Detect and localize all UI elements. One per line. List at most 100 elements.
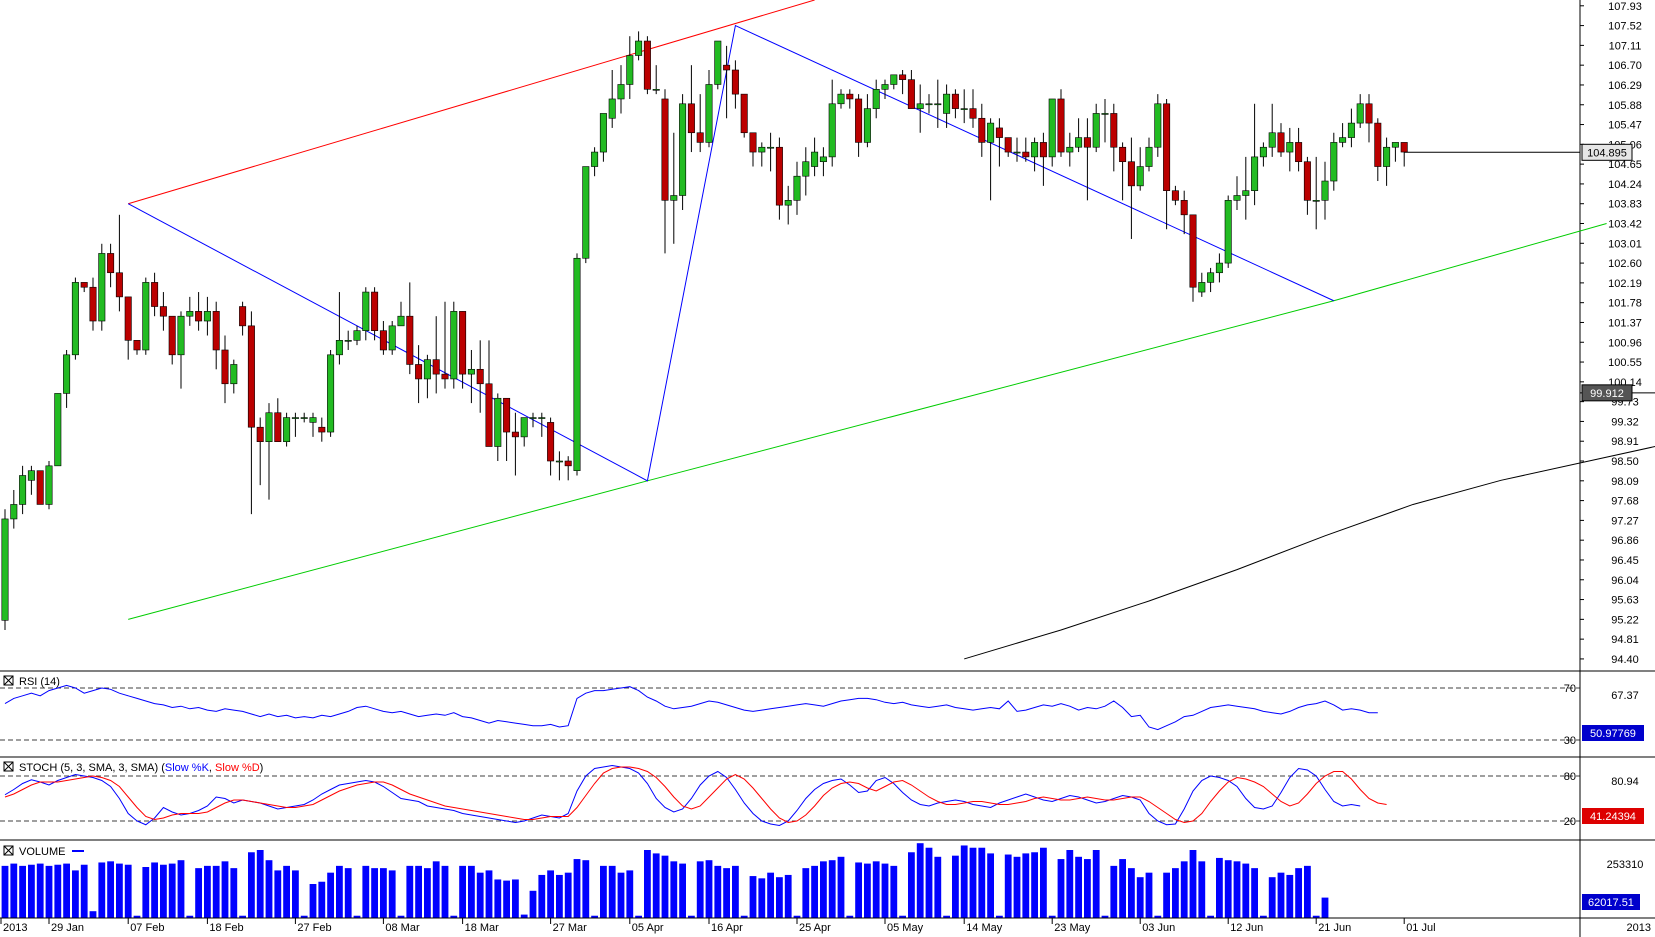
volume-bar [45, 865, 53, 918]
candle-body [459, 311, 467, 375]
volume-bar [1022, 853, 1030, 918]
x-tick-label: 27 Feb [297, 922, 331, 934]
candle-body [749, 132, 757, 153]
candle-body [1224, 200, 1232, 264]
volume-bar [767, 872, 774, 918]
trendline [128, 223, 1607, 620]
volume-bar [776, 877, 783, 918]
candle-body [450, 311, 458, 380]
volume-bar [274, 870, 282, 918]
volume-bar [230, 868, 238, 918]
candle-body [432, 359, 440, 375]
candle-body [10, 504, 18, 520]
oscillator-line [4, 684, 1378, 731]
volume-bar [564, 872, 572, 918]
candle-body [371, 291, 379, 331]
candle-body [45, 465, 53, 505]
y-tick-label: 95.22 [1611, 614, 1639, 626]
close-icon [3, 761, 14, 772]
candle-body [987, 122, 995, 143]
candle-body [819, 156, 827, 163]
candle-body [1356, 103, 1364, 124]
x-tick-label: 2013 [3, 922, 27, 934]
x-tick-label: 12 Jun [1230, 922, 1263, 934]
candle-body [1189, 214, 1197, 288]
volume-bar [406, 865, 414, 918]
candle-body [71, 282, 79, 356]
volume-bar [1312, 915, 1320, 918]
x-tick-label: 01 Jul [1406, 922, 1435, 934]
volume-bar [1004, 854, 1012, 918]
volume-bar [1154, 915, 1162, 918]
y-tick-label: 100.55 [1608, 357, 1642, 369]
close-icon [3, 675, 14, 686]
candle-body [1374, 122, 1382, 167]
y-tick-label: 107.11 [1609, 40, 1642, 52]
volume-bar [142, 867, 150, 918]
volume-bar [1128, 868, 1135, 918]
candle-body [1391, 142, 1399, 148]
volume-bar [556, 874, 563, 918]
candle-body [212, 311, 220, 351]
candle-body [335, 340, 343, 356]
candle-body [511, 431, 519, 438]
candle-body [767, 146, 775, 149]
level-label: 80 [1564, 771, 1576, 783]
volume-bar [72, 870, 79, 918]
candle-body [142, 282, 150, 351]
y-tick-label: 95.63 [1611, 595, 1639, 607]
volume-bar [459, 865, 466, 918]
y-tick-label: 106.29 [1608, 80, 1642, 92]
volume-bar [1180, 861, 1188, 918]
candle-body [98, 253, 106, 322]
candle-body [617, 84, 625, 100]
candle-body [599, 113, 607, 153]
volume-bar [802, 868, 810, 918]
volume-bar [476, 872, 484, 918]
candle-body [1180, 200, 1188, 216]
candle-body [652, 89, 660, 91]
volume-bar [441, 865, 449, 918]
trendline [128, 0, 815, 205]
candle-body [327, 354, 335, 433]
candle-body [274, 412, 282, 443]
candle-body [573, 257, 581, 471]
volume-bar [784, 874, 792, 918]
volume-bar [1136, 877, 1144, 918]
volume-bar [582, 860, 590, 918]
candle-body [344, 340, 352, 342]
candle-body [1127, 161, 1135, 187]
volume-bar [591, 915, 598, 918]
candle-body [353, 330, 361, 341]
candle-body [1242, 190, 1250, 196]
volume-bar [538, 874, 546, 918]
volume-bar [36, 863, 44, 918]
candle-body [1066, 146, 1074, 153]
y-tick-label: 104.24 [1608, 179, 1642, 191]
volume-bar [388, 870, 396, 918]
candle-body [1013, 151, 1021, 154]
candle-body [969, 108, 977, 119]
x-tick-label: 05 Apr [632, 922, 664, 934]
ma-last-label: 99.912 [1590, 388, 1624, 400]
y-tick-label: 104.65 [1608, 159, 1642, 171]
candle-body [890, 74, 898, 85]
candle-body [54, 393, 62, 467]
candle-body [828, 103, 836, 158]
candle-body [934, 103, 942, 106]
volume-bar [19, 865, 26, 918]
candle-body [1207, 272, 1215, 283]
volume-bar [881, 863, 889, 918]
candle-body [1092, 113, 1100, 148]
y-tick-label: 105.47 [1608, 120, 1642, 132]
candle-body [547, 422, 555, 462]
volume-bar [485, 870, 493, 918]
volume-bar [1048, 915, 1056, 918]
volume-bar [512, 879, 519, 918]
candle-body [1031, 142, 1039, 158]
candle-body [203, 311, 211, 322]
x-tick-label: 27 Mar [553, 922, 588, 934]
volume-bar [397, 915, 405, 918]
volume-bar [547, 870, 554, 918]
